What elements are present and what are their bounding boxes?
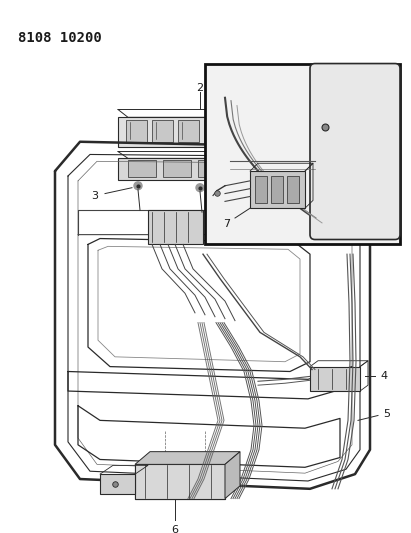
Bar xyxy=(178,120,199,142)
Text: 8108 10200: 8108 10200 xyxy=(18,31,102,45)
Bar xyxy=(118,117,228,147)
Bar xyxy=(126,120,147,142)
Bar xyxy=(148,210,203,245)
Bar xyxy=(310,367,360,391)
Text: 6: 6 xyxy=(171,525,178,533)
Text: 5: 5 xyxy=(383,408,390,418)
Bar xyxy=(100,474,135,494)
Bar xyxy=(128,160,156,177)
Bar xyxy=(204,120,225,142)
Polygon shape xyxy=(225,451,240,498)
Bar xyxy=(205,63,400,245)
Bar xyxy=(287,176,299,204)
Text: 3: 3 xyxy=(91,190,98,200)
Text: 7: 7 xyxy=(224,219,231,229)
Polygon shape xyxy=(135,451,240,464)
Text: 1: 1 xyxy=(265,160,272,170)
Bar xyxy=(250,171,305,208)
Bar xyxy=(118,158,228,180)
Circle shape xyxy=(134,182,142,190)
Bar xyxy=(135,464,225,498)
Text: 4: 4 xyxy=(380,372,387,382)
Bar xyxy=(163,160,191,177)
Text: 2: 2 xyxy=(196,83,203,93)
Bar xyxy=(271,176,283,204)
Bar xyxy=(198,160,226,177)
FancyBboxPatch shape xyxy=(310,63,400,239)
Bar xyxy=(152,120,173,142)
Bar xyxy=(255,176,267,204)
Circle shape xyxy=(214,182,222,190)
Circle shape xyxy=(196,184,204,191)
